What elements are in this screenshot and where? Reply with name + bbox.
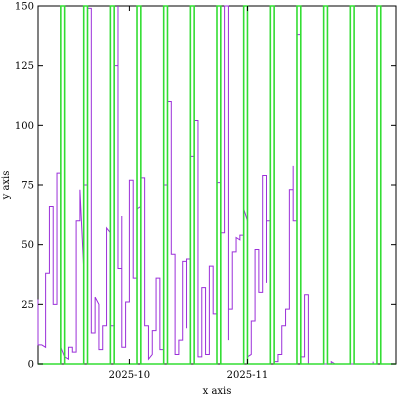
x-tick-label: 2025-11 <box>227 370 269 381</box>
axis-ticks: 0 25 50 75 100 125 150 2025-10 2025-11 <box>15 2 396 381</box>
x-axis-label: x axis <box>203 386 232 397</box>
y-tick-label: 25 <box>21 300 34 311</box>
y-tick-label: 150 <box>15 2 34 13</box>
series-line-2 <box>38 5 396 365</box>
series-layer <box>37 5 396 365</box>
y-tick-label: 50 <box>21 240 34 251</box>
y-tick-label: 125 <box>15 61 34 72</box>
y-tick-label: 75 <box>21 181 34 192</box>
y-axis-label: y axis <box>1 171 12 201</box>
y-tick-label: 0 <box>28 360 34 371</box>
y-tick-label: 100 <box>15 121 34 132</box>
x-tick-label: 2025-10 <box>109 370 151 381</box>
